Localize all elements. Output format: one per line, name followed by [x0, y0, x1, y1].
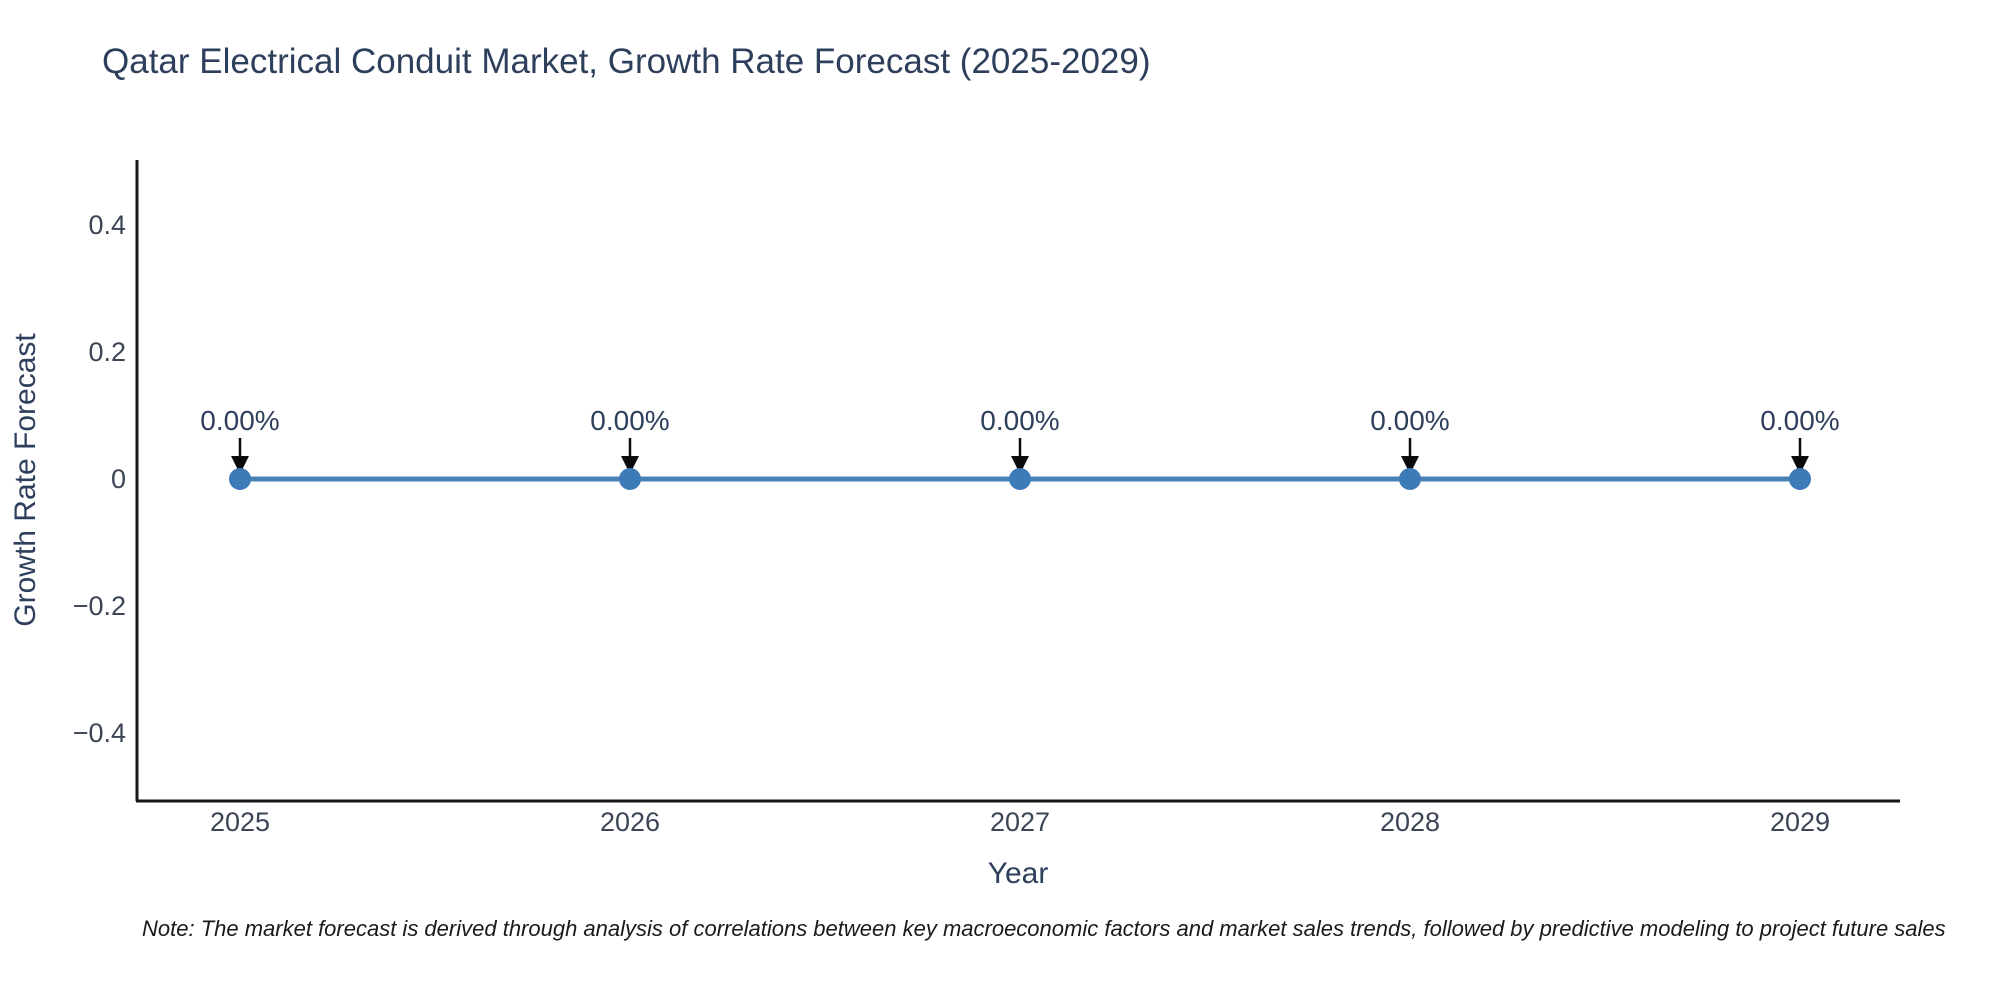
- data-point-marker[interactable]: [1789, 468, 1811, 490]
- x-tick-label: 2029: [1770, 807, 1830, 837]
- x-tick-label: 2025: [210, 807, 270, 837]
- annotation-arrowhead-icon: [231, 456, 249, 474]
- x-axis-title: Year: [987, 857, 1049, 890]
- chart-footnote: Note: The market forecast is derived thr…: [142, 916, 1946, 941]
- annotation-label: 0.00%: [200, 405, 279, 436]
- x-tick-label: 2027: [990, 807, 1050, 837]
- y-tick-label: 0.2: [88, 337, 126, 367]
- data-point-marker[interactable]: [619, 468, 641, 490]
- annotation-arrowhead-icon: [1401, 456, 1419, 474]
- y-tick-label: −0.2: [73, 591, 126, 621]
- data-point-marker[interactable]: [1399, 468, 1421, 490]
- y-tick-label: 0: [111, 464, 126, 494]
- annotation-arrowhead-icon: [1791, 456, 1809, 474]
- data-point-marker[interactable]: [229, 468, 251, 490]
- y-tick-label: −0.4: [73, 718, 126, 748]
- chart-title: Qatar Electrical Conduit Market, Growth …: [102, 42, 1151, 81]
- annotation-label: 0.00%: [980, 405, 1059, 436]
- annotation-arrowhead-icon: [1011, 456, 1029, 474]
- annotation-label: 0.00%: [590, 405, 669, 436]
- data-point-marker[interactable]: [1009, 468, 1031, 490]
- x-tick-label: 2028: [1380, 807, 1440, 837]
- annotation-label: 0.00%: [1370, 405, 1449, 436]
- x-tick-label: 2026: [600, 807, 660, 837]
- annotation-label: 0.00%: [1760, 405, 1839, 436]
- y-axis-title: Growth Rate Forecast: [9, 333, 42, 627]
- annotation-arrowhead-icon: [621, 456, 639, 474]
- y-tick-label: 0.4: [88, 210, 126, 240]
